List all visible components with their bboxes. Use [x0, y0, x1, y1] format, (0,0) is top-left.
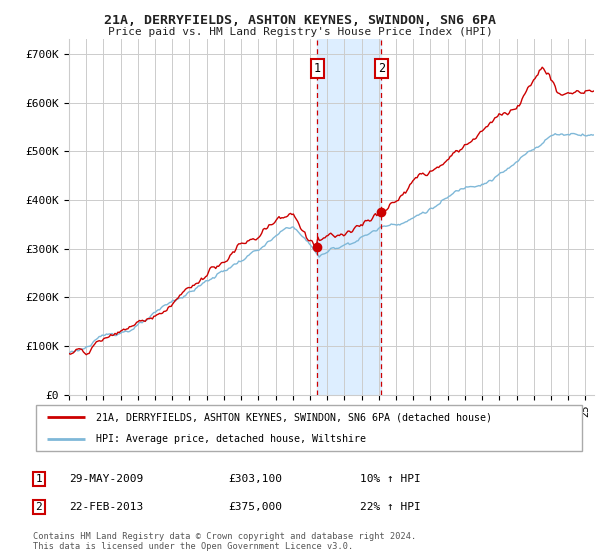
Text: Contains HM Land Registry data © Crown copyright and database right 2024.
This d: Contains HM Land Registry data © Crown c…	[33, 532, 416, 552]
Text: 22% ↑ HPI: 22% ↑ HPI	[360, 502, 421, 512]
Text: 22-FEB-2013: 22-FEB-2013	[69, 502, 143, 512]
Text: £303,100: £303,100	[228, 474, 282, 484]
Text: 2: 2	[35, 502, 43, 512]
FancyBboxPatch shape	[36, 405, 582, 451]
Text: 1: 1	[35, 474, 43, 484]
Text: 21A, DERRYFIELDS, ASHTON KEYNES, SWINDON, SN6 6PA (detached house): 21A, DERRYFIELDS, ASHTON KEYNES, SWINDON…	[96, 412, 492, 422]
Text: 10% ↑ HPI: 10% ↑ HPI	[360, 474, 421, 484]
Text: £375,000: £375,000	[228, 502, 282, 512]
Text: 1: 1	[313, 62, 320, 75]
Text: 2: 2	[377, 62, 385, 75]
Text: Price paid vs. HM Land Registry's House Price Index (HPI): Price paid vs. HM Land Registry's House …	[107, 27, 493, 37]
Bar	[317, 39, 381, 395]
Text: HPI: Average price, detached house, Wiltshire: HPI: Average price, detached house, Wilt…	[96, 435, 366, 444]
Text: 29-MAY-2009: 29-MAY-2009	[69, 474, 143, 484]
Text: 21A, DERRYFIELDS, ASHTON KEYNES, SWINDON, SN6 6PA: 21A, DERRYFIELDS, ASHTON KEYNES, SWINDON…	[104, 14, 496, 27]
